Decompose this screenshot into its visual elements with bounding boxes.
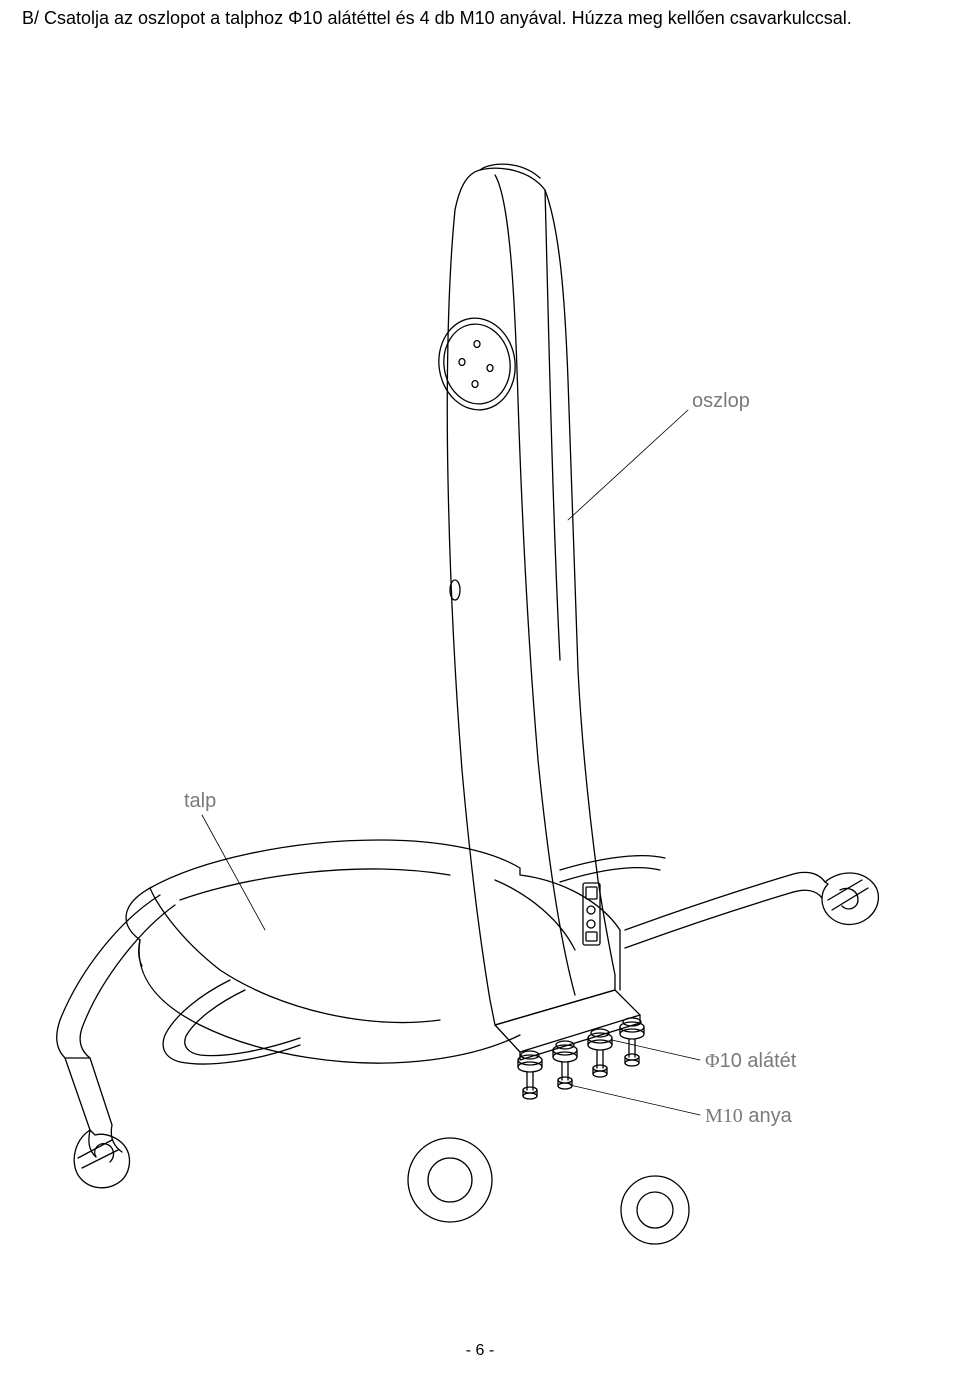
- m10-text: M10: [705, 1105, 743, 1127]
- label-oszlop: oszlop: [692, 390, 750, 413]
- label-anya: M10 anya: [705, 1105, 792, 1128]
- anya-text: anya: [743, 1105, 792, 1127]
- alatet-text: alátét: [742, 1050, 796, 1072]
- label-alatet: Φ10 alátét: [705, 1050, 796, 1073]
- assembly-diagram: [0, 100, 960, 1250]
- phi-number: 10: [720, 1050, 742, 1072]
- instruction-text: B/ Csatolja az oszlopot a talphoz Φ10 al…: [22, 8, 852, 29]
- label-talp: talp: [184, 790, 216, 813]
- phi-symbol: Φ: [705, 1050, 720, 1072]
- page-number: - 6 -: [0, 1342, 960, 1360]
